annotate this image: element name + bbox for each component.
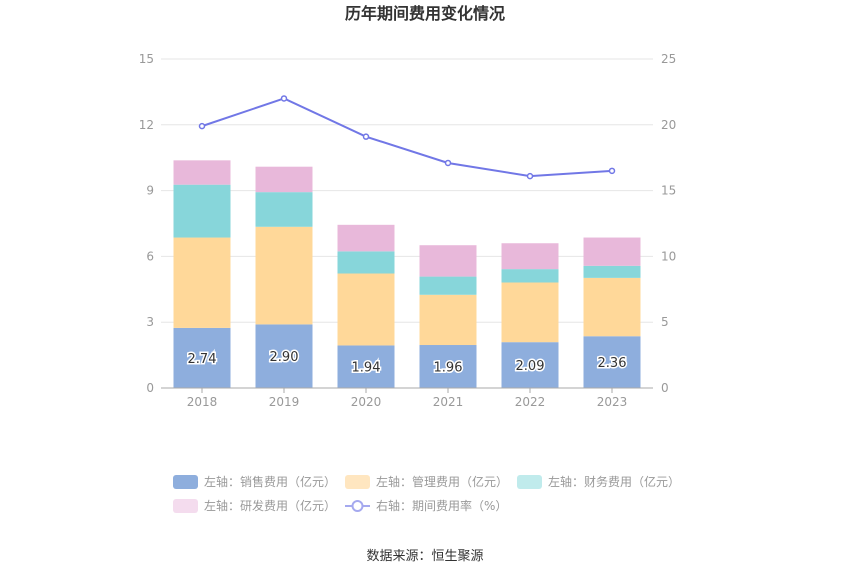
- x-axis-tick-label: 2020: [351, 395, 382, 409]
- bar-segment: [255, 166, 313, 193]
- left-axis-tick-label: 6: [146, 249, 154, 263]
- bar-data-label: 1.94: [352, 361, 381, 376]
- bar-segment: [419, 294, 477, 346]
- x-axis-tick-label: 2018: [187, 395, 218, 409]
- rate-point: [198, 122, 206, 130]
- bar-segment: [173, 327, 231, 388]
- source-note: 数据来源：恒生聚源: [366, 549, 483, 564]
- rate-point: [608, 167, 616, 175]
- rate-point: [362, 133, 370, 140]
- bar-segment: [501, 243, 559, 270]
- bar-data-label: 2.90: [270, 350, 299, 365]
- x-axis: 2018 2019 2020 2021 2022 2023: [161, 387, 653, 409]
- bar-segment: [583, 237, 641, 266]
- bar-segment: [501, 342, 559, 388]
- legend-label: 左轴：研发费用（亿元）: [204, 498, 336, 513]
- right-axis-tick-label: 20: [661, 118, 676, 132]
- rate-point: [444, 159, 452, 167]
- bar-segment: [583, 277, 641, 337]
- left-axis-tick-label: 0: [146, 381, 154, 395]
- legend-swatch: [517, 475, 542, 489]
- bar-segment: [501, 282, 559, 343]
- bar-segment: [419, 345, 477, 388]
- bar-segment: [337, 224, 395, 252]
- bar-segment: [255, 324, 313, 388]
- right-axis-tick-label: 10: [661, 249, 676, 263]
- left-axis-tick-label: 15: [139, 52, 154, 66]
- legend-label: 右轴：期间费用率（%）: [376, 498, 507, 513]
- legend: 左轴：销售费用（亿元） 左轴：管理费用（亿元） 左轴：财务费用（亿元） 左轴：研发费用…: [173, 474, 680, 513]
- x-axis-tick-label: 2019: [269, 395, 300, 409]
- chart-title: 历年期间费用变化情况: [345, 4, 505, 23]
- x-axis-tick-label: 2022: [515, 395, 546, 409]
- bar-data-label: 1.96: [434, 361, 463, 376]
- legend-swatch: [173, 499, 198, 513]
- bar-segment: [337, 273, 395, 346]
- right-axis-tick-label: 25: [661, 52, 676, 66]
- bar-segment: [255, 226, 313, 325]
- left-axis-tick-label: 9: [146, 184, 154, 198]
- rate-point: [526, 172, 534, 180]
- right-axis-tick-label: 15: [661, 184, 676, 198]
- right-axis-tick-label: 0: [661, 381, 669, 395]
- bar-segment: [255, 192, 313, 227]
- bar-segment: [173, 160, 231, 185]
- left-axis: 0 3 6 9 12 15: [139, 52, 154, 395]
- rate-point: [280, 95, 288, 102]
- right-axis: 0 5 10 15 20 25: [661, 52, 676, 395]
- bar-segment: [337, 345, 395, 388]
- right-axis-tick-label: 5: [661, 315, 669, 329]
- left-axis-tick-label: 12: [139, 118, 154, 132]
- legend-label: 左轴：管理费用（亿元）: [376, 474, 508, 489]
- legend-label: 左轴：财务费用（亿元）: [548, 474, 680, 489]
- left-axis-tick-label: 3: [146, 315, 154, 329]
- legend-label: 左轴：销售费用（亿元）: [204, 474, 336, 489]
- bar-segment: [583, 265, 641, 278]
- bar-data-label: 2.36: [598, 356, 627, 371]
- bar-segment: [419, 245, 477, 277]
- bar-segment: [583, 336, 641, 388]
- legend-swatch: [345, 475, 370, 489]
- legend-swatch: [173, 475, 198, 489]
- x-axis-tick-label: 2023: [597, 395, 628, 409]
- bar-stacks: 2.74 2.90 1.94 1.96 2.09 2.36: [173, 160, 641, 388]
- bar-segment: [173, 237, 231, 328]
- x-axis-tick-label: 2021: [433, 395, 464, 409]
- bar-data-label: 2.09: [516, 359, 545, 374]
- grid-lines: [161, 58, 653, 323]
- bar-segment: [173, 184, 231, 238]
- bar-data-label: 2.74: [188, 352, 217, 367]
- legend-line-marker: [351, 500, 364, 512]
- bar-segment: [337, 251, 395, 274]
- bar-segment: [501, 269, 559, 283]
- rate-line: [201, 97, 613, 178]
- rate-line-series: [198, 95, 616, 180]
- bar-segment: [419, 276, 477, 295]
